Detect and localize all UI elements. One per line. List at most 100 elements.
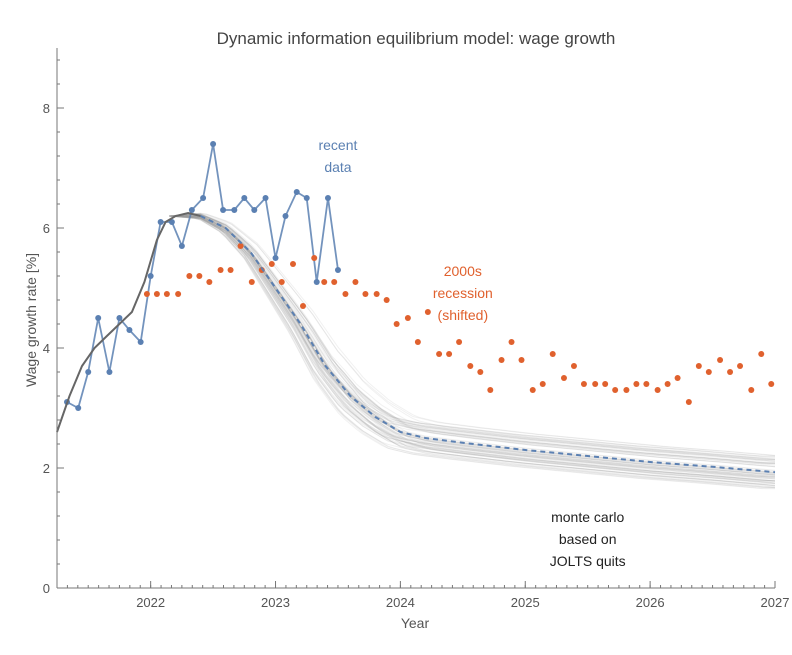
monte-carlo-path (169, 215, 775, 478)
recession-data-point (695, 363, 702, 369)
monte-carlo-path (169, 215, 776, 478)
y-tick-label: 2 (43, 461, 50, 476)
recent-data-point (220, 207, 227, 213)
monte-carlo-path (169, 213, 775, 461)
recent-data-point (95, 315, 102, 321)
recession-data-point (311, 255, 318, 261)
monte-carlo-path (169, 213, 775, 459)
recession-data-point (487, 387, 494, 393)
monte-carlo-path (169, 215, 776, 476)
recent-data-point (303, 195, 310, 201)
recession-data-point (623, 387, 630, 393)
y-tick-label: 6 (43, 221, 50, 236)
monte-carlo-path (169, 215, 775, 480)
monte-carlo-path (169, 214, 776, 467)
monte-carlo-path (169, 214, 775, 463)
annotation-recession: recession (433, 285, 493, 301)
chart-title: Dynamic information equilibrium model: w… (217, 29, 616, 48)
monte-carlo-path (169, 215, 776, 476)
monte-carlo-path (169, 214, 775, 465)
monte-carlo-path (169, 215, 775, 475)
monte-carlo-path (169, 213, 775, 460)
recession-data-point (373, 291, 380, 297)
x-tick-label: 2027 (761, 595, 790, 610)
recent-data-point (251, 207, 258, 213)
recession-data-point (175, 291, 182, 297)
monte-carlo-path (169, 215, 776, 475)
annotation-montecarlo: based on (559, 531, 617, 547)
monte-carlo-mean-line (200, 215, 776, 474)
recession-data-point (477, 369, 484, 375)
monte-carlo-path (169, 215, 775, 489)
recent-data-point (75, 405, 82, 411)
monte-carlo-path (169, 214, 776, 468)
monte-carlo-path (169, 215, 775, 485)
monte-carlo-path (169, 214, 775, 464)
monte-carlo-path (169, 215, 776, 482)
recession-data-point (163, 291, 170, 297)
monte-carlo-path (169, 215, 775, 482)
recession-data-point (436, 351, 443, 357)
recent-data-point (178, 243, 185, 249)
monte-carlo-path (169, 215, 776, 475)
recession-data-point (539, 381, 546, 387)
monte-carlo-path (169, 213, 776, 461)
recession-data-point (217, 267, 224, 273)
recession-data-point (331, 279, 338, 285)
monte-carlo-path (169, 213, 776, 462)
recession-data-point (592, 381, 599, 387)
monte-carlo-path (169, 215, 775, 478)
recession-data-point (278, 279, 285, 285)
annotation-recent: recent (318, 137, 357, 153)
recession-data-point (602, 381, 609, 387)
monte-carlo-path (169, 214, 775, 464)
recession-data-point (768, 381, 775, 387)
recession-data-point (664, 381, 671, 387)
recession-data-point (268, 261, 275, 267)
recession-data-point (321, 279, 328, 285)
recent-data-point (188, 207, 195, 213)
recession-data-point (674, 375, 681, 381)
recent-data-point (85, 369, 92, 375)
model-line (56, 211, 201, 433)
y-tick-label: 8 (43, 101, 50, 116)
recession-data-point (404, 315, 411, 321)
monte-carlo-path (169, 215, 776, 479)
monte-carlo-path (169, 215, 776, 484)
monte-carlo-path (169, 215, 776, 482)
recession-data-point (393, 321, 400, 327)
monte-carlo-path (169, 213, 776, 462)
y-tick-label: 4 (43, 341, 50, 356)
monte-carlo-ensemble (169, 212, 776, 490)
recession-data-point (299, 303, 306, 309)
monte-carlo-path (169, 215, 776, 482)
recession-data-point (186, 273, 193, 279)
recession-data-point (529, 387, 536, 393)
monte-carlo-path (169, 213, 775, 457)
recent-data-point (334, 267, 341, 273)
y-axis-label: Wage growth rate [%] (23, 253, 39, 387)
recent-data-point (262, 195, 269, 201)
monte-carlo-path (169, 215, 775, 488)
recent-data-point (282, 213, 289, 219)
recession-data-point (414, 339, 421, 345)
recession-data-point (705, 369, 712, 375)
monte-carlo-path (169, 214, 776, 465)
recession-data-point (143, 291, 150, 297)
recession-data-point (498, 357, 505, 363)
recession-data-point (290, 261, 297, 267)
recession-data-point (570, 363, 577, 369)
recent-data-point (137, 339, 144, 345)
recession-data-point (206, 279, 213, 285)
monte-carlo-path (169, 215, 775, 477)
annotations: recent data 2000s recession (shifted) monte c… (318, 137, 625, 569)
recession-data-point (196, 273, 203, 279)
recession-data-point (737, 363, 744, 369)
annotation-montecarlo: monte carlo (551, 509, 624, 525)
recession-data-point (685, 399, 692, 405)
recession-data-point (362, 291, 369, 297)
monte-carlo-path (169, 213, 776, 460)
recession-data-point (383, 297, 390, 303)
monte-carlo-path (169, 215, 776, 488)
